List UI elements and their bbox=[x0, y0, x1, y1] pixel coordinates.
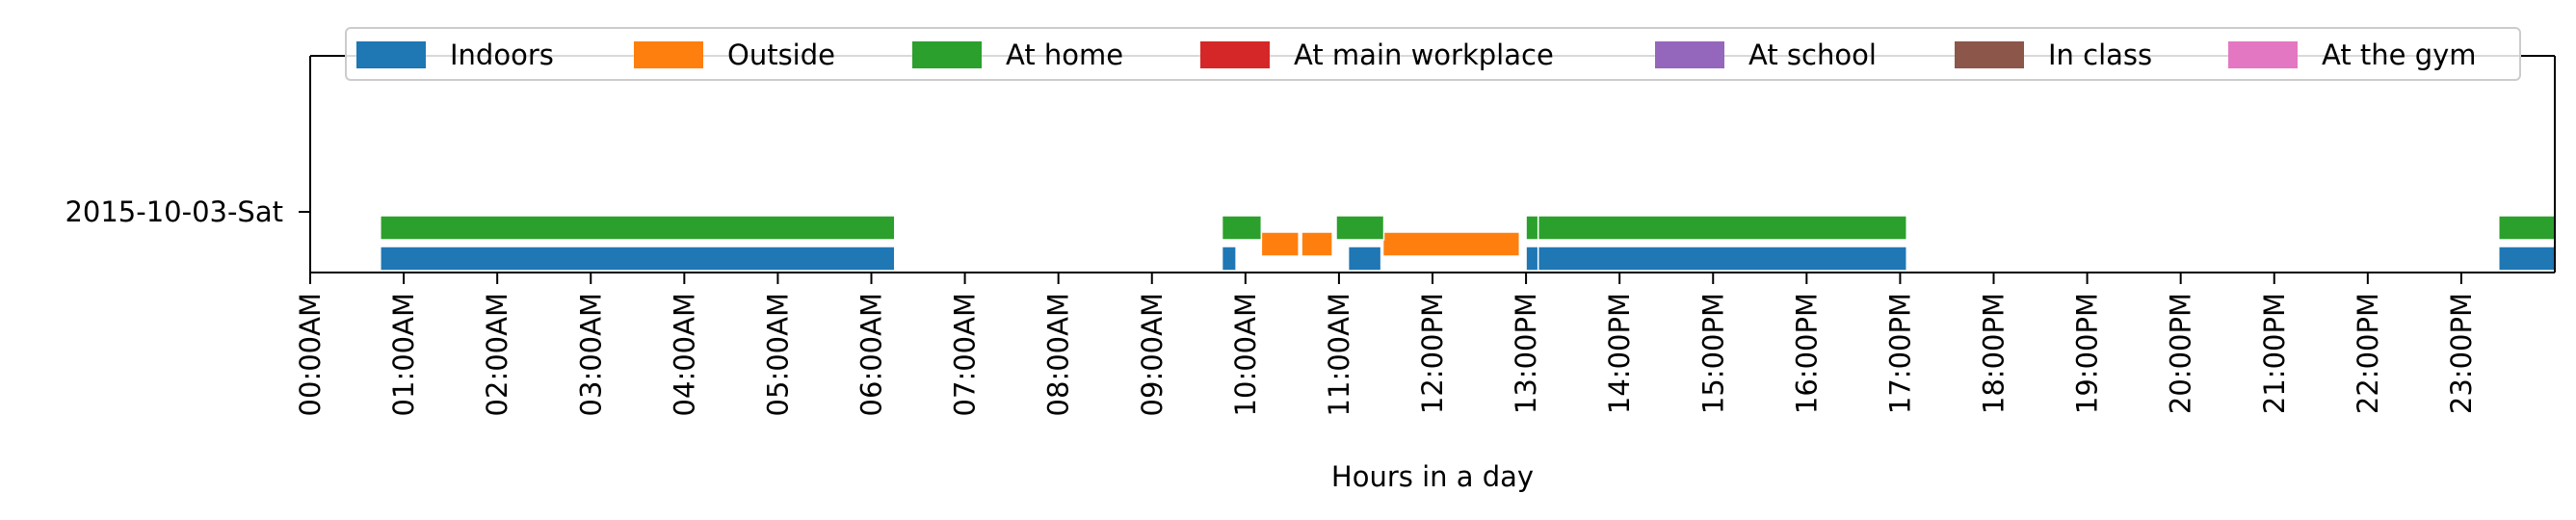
bar-indoors bbox=[1525, 246, 1539, 272]
x-tick-label: 21:00PM bbox=[2258, 293, 2291, 414]
bars-layer bbox=[380, 215, 2556, 272]
legend-swatch bbox=[1955, 41, 2024, 68]
legend-label: At main workplace bbox=[1294, 39, 1554, 71]
x-tick-label: 20:00PM bbox=[2165, 293, 2197, 414]
x-tick-label: 16:00PM bbox=[1790, 293, 1823, 414]
legend-label: Indoors bbox=[450, 39, 554, 71]
x-tick-label: 02:00AM bbox=[481, 293, 513, 416]
legend-label: At school bbox=[1748, 39, 1877, 71]
bar-at-home bbox=[2498, 215, 2556, 241]
bar-indoors bbox=[2498, 246, 2556, 272]
x-tick-label: 14:00PM bbox=[1603, 293, 1636, 414]
x-tick-label: 12:00PM bbox=[1416, 293, 1449, 414]
x-tick-label: 17:00PM bbox=[1883, 293, 1916, 414]
legend-label: Outside bbox=[727, 39, 835, 71]
x-tick-label: 04:00AM bbox=[668, 293, 700, 416]
x-tick-label: 05:00AM bbox=[761, 293, 794, 416]
x-tick-label: 15:00PM bbox=[1696, 293, 1729, 414]
x-tick-label: 09:00AM bbox=[1136, 293, 1169, 416]
x-tick-label: 23:00PM bbox=[2445, 293, 2478, 414]
x-tick-label: 11:00AM bbox=[1323, 293, 1355, 416]
legend-label: At home bbox=[1006, 39, 1123, 71]
bar-at-home bbox=[1537, 215, 1907, 241]
bar-indoors bbox=[380, 246, 896, 272]
x-ticks: 00:00AM 01:00AM 02:00AM 03:00AM 04:00AM 05:00… bbox=[294, 273, 2478, 416]
bar-outside bbox=[1260, 231, 1300, 257]
bar-indoors bbox=[1347, 246, 1382, 272]
legend-swatch bbox=[634, 41, 703, 68]
x-tick-label: 01:00AM bbox=[387, 293, 420, 416]
x-tick-label: 22:00PM bbox=[2352, 293, 2384, 414]
bar-at-home bbox=[380, 215, 896, 241]
x-tick-label: 08:00AM bbox=[1042, 293, 1075, 416]
legend-swatch bbox=[1200, 41, 1270, 68]
x-tick-label: 10:00AM bbox=[1229, 293, 1262, 416]
bar-at-home bbox=[1335, 215, 1385, 241]
bar-outside bbox=[1301, 231, 1333, 257]
x-tick-label: 19:00PM bbox=[2071, 293, 2104, 414]
x-tick-label: 13:00PM bbox=[1510, 293, 1542, 414]
bar-at-home bbox=[1221, 215, 1263, 241]
x-axis-label: Hours in a day bbox=[1331, 460, 1534, 493]
x-tick-label: 06:00AM bbox=[855, 293, 888, 416]
y-ticks: 2015-10-03-Sat bbox=[65, 195, 310, 228]
legend-label: In class bbox=[2048, 39, 2152, 71]
x-tick-label: 18:00PM bbox=[1978, 293, 2011, 414]
bar-indoors bbox=[1221, 246, 1237, 272]
legend-swatch bbox=[1655, 41, 1724, 68]
legend-swatch bbox=[2228, 41, 2298, 68]
bar-outside bbox=[1381, 231, 1521, 257]
y-tick-label: 2015-10-03-Sat bbox=[65, 195, 283, 228]
x-tick-label: 07:00AM bbox=[949, 293, 982, 416]
legend-swatch bbox=[912, 41, 982, 68]
x-tick-label: 03:00AM bbox=[574, 293, 607, 416]
legend: Indoors Outside At home At main workplace At… bbox=[345, 27, 2521, 81]
x-tick-label: 00:00AM bbox=[294, 293, 327, 416]
legend-swatch bbox=[356, 41, 426, 68]
legend-label: At the gym bbox=[2322, 39, 2477, 71]
bar-indoors bbox=[1537, 246, 1907, 272]
bar-at-home bbox=[1525, 215, 1539, 241]
